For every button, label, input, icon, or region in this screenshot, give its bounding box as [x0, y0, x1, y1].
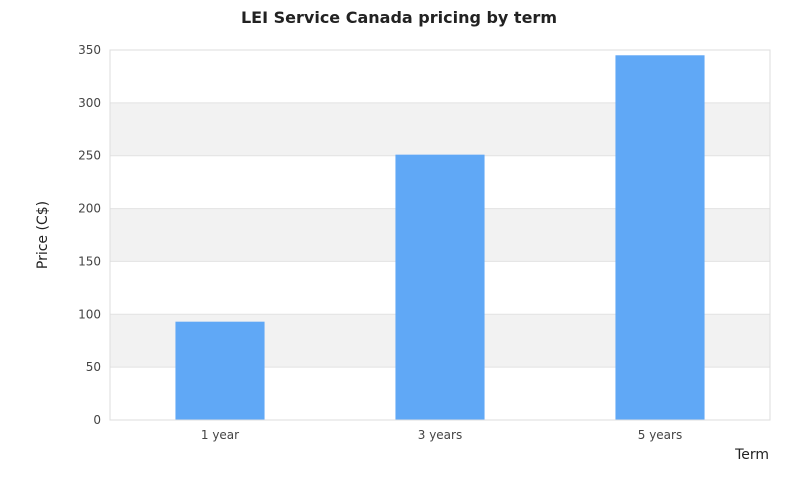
y-tick-label: 150: [78, 254, 101, 268]
y-tick-label: 300: [78, 96, 101, 110]
y-axis-label: Price (C$): [35, 201, 51, 269]
y-tick-label: 100: [78, 307, 101, 321]
y-tick-label: 50: [86, 360, 101, 374]
y-tick-label: 0: [93, 413, 101, 427]
y-tick-label: 200: [78, 202, 101, 216]
y-tick-label: 250: [78, 149, 101, 163]
bar: [395, 154, 485, 420]
x-axis-label: Term: [734, 447, 769, 463]
y-tick-label: 350: [78, 43, 101, 57]
x-tick-label: 5 years: [638, 428, 682, 442]
x-tick-label: 3 years: [418, 428, 462, 442]
bars: [175, 55, 705, 421]
chart-title: LEI Service Canada pricing by term: [241, 8, 557, 27]
bar: [175, 321, 265, 420]
bar: [615, 55, 705, 421]
x-axis-tick-labels: 1 year 3 years 5 years: [201, 428, 682, 442]
y-axis-tick-labels: 0 50 100 150 200 250 300 350: [78, 43, 101, 427]
x-tick-label: 1 year: [201, 428, 239, 442]
plot-frame: [109, 49, 771, 421]
